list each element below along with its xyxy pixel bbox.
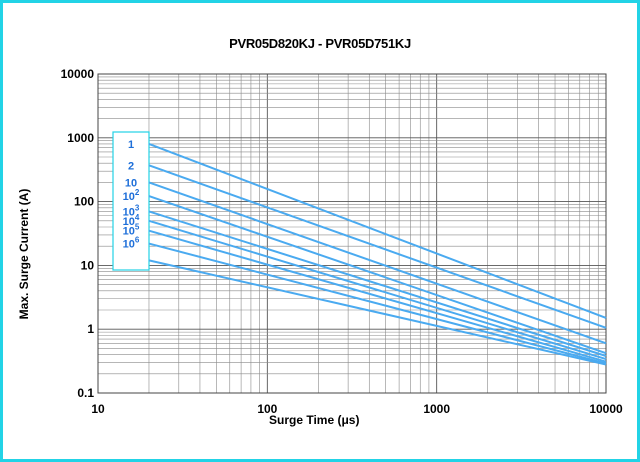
series-line (148, 164, 607, 329)
y-tick-label: 10000 (61, 67, 95, 81)
y-tick-label: 10 (81, 258, 95, 272)
series-line (148, 242, 607, 365)
y-tick-label: 0.1 (77, 386, 94, 400)
x-tick-label: 1000 (423, 402, 450, 416)
plot-border (97, 73, 607, 394)
legend-label: 106 (123, 236, 140, 251)
y-tick-label: 100 (74, 195, 94, 209)
x-tick-label: 10 (91, 402, 105, 416)
series-line (148, 229, 607, 363)
chart-title: PVR05D820KJ - PVR05D751KJ (229, 36, 411, 51)
legend-label: 105 (123, 223, 140, 238)
series-line (148, 259, 607, 366)
legend-label: 104 (123, 213, 140, 228)
y-tick-label: 1 (87, 322, 94, 336)
legend-label: 10 (125, 177, 137, 189)
series-line (148, 219, 607, 361)
legend-label: 2 (128, 160, 134, 172)
y-axis-label: Max. Surge Current (A) (17, 188, 31, 320)
x-tick-label: 10000 (589, 402, 623, 416)
legend-label: 1 (128, 139, 134, 151)
x-axis-label: Surge Time (μs) (269, 413, 360, 427)
legend-box (112, 131, 150, 271)
series-line (148, 210, 607, 357)
x-tick-label: 100 (257, 402, 277, 416)
series-line (148, 195, 607, 355)
series-line (148, 181, 607, 345)
y-tick-label: 1000 (67, 131, 94, 145)
legend-label: 103 (123, 203, 140, 218)
series-line (148, 143, 607, 319)
legend-label: 102 (123, 188, 140, 203)
